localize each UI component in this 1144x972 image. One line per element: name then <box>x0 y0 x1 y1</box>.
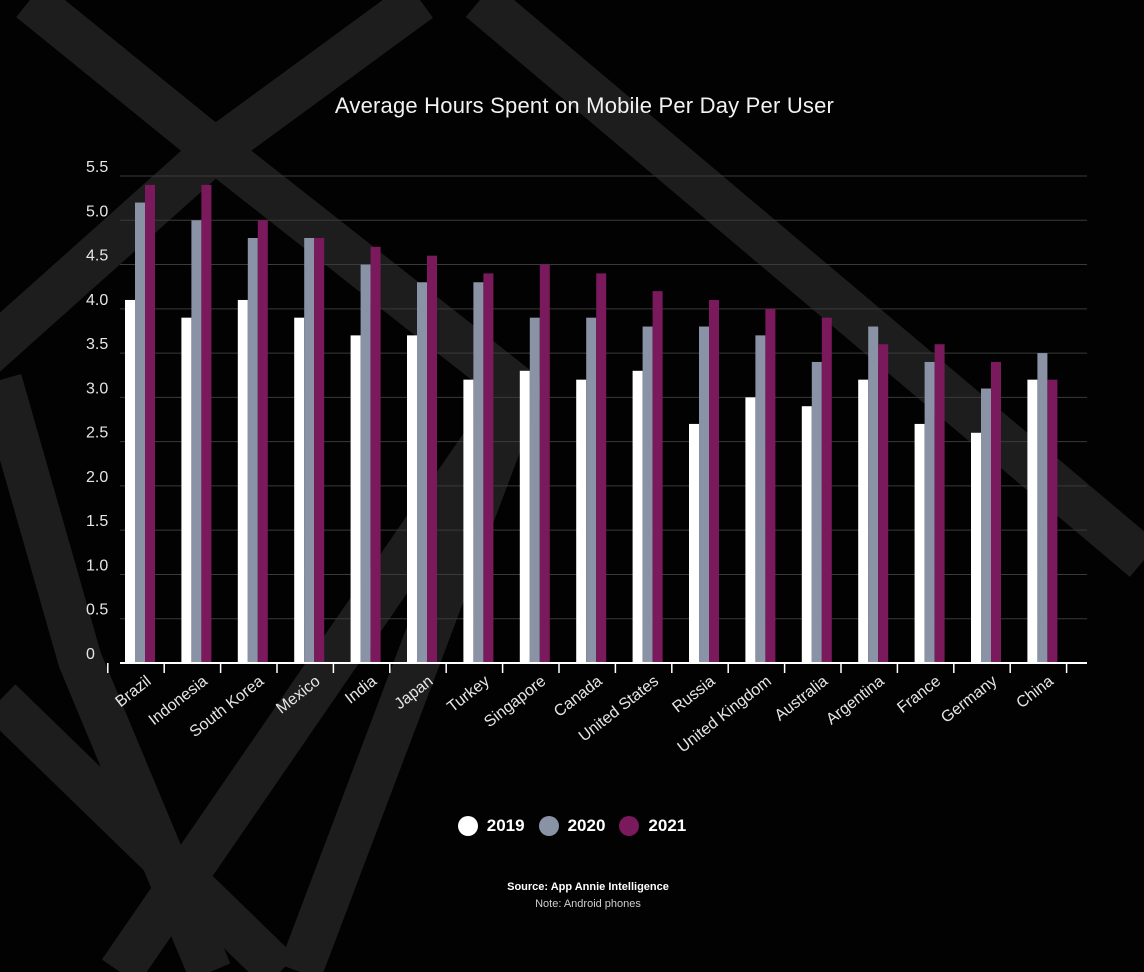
y-tick-label: 3.5 <box>86 336 108 353</box>
bar-2019-singapore <box>519 370 530 663</box>
x-tick-label: United Kingdom <box>675 673 775 756</box>
bar-2021-united-states <box>652 291 663 663</box>
x-axis <box>107 662 1087 673</box>
x-tick-label: India <box>342 673 380 708</box>
legend-swatch-2021 <box>619 816 640 836</box>
bar-2019-india <box>350 335 361 663</box>
y-tick-label: 3.0 <box>86 380 108 397</box>
bar-2020-singapore <box>529 317 540 663</box>
bar-2020-indonesia <box>191 220 202 664</box>
bar-2020-china <box>1037 353 1048 663</box>
x-tick-label: Canada <box>551 673 606 721</box>
bar-2021-japan <box>427 255 437 663</box>
bar-2019-japan <box>407 335 417 663</box>
bar-2021-south-korea <box>257 220 268 664</box>
bar-2021-russia <box>709 299 719 663</box>
x-tick-label: Singapore <box>481 673 549 731</box>
y-tick-label: 4.5 <box>86 248 108 265</box>
x-tick-label: China <box>1013 673 1056 712</box>
bar-2020-united-states <box>642 326 653 663</box>
bar-2020-turkey <box>473 282 484 663</box>
bar-2020-south-korea <box>247 237 258 663</box>
bar-2019-mexico <box>294 317 305 663</box>
source-text: Source: App Annie Intelligence <box>507 881 669 893</box>
bar-2021-canada <box>596 273 607 663</box>
bar-2020-brazil <box>135 202 145 663</box>
bar-2019-china <box>1027 379 1038 663</box>
legend-swatch-2020 <box>538 816 559 836</box>
bar-2020-argentina <box>868 326 879 663</box>
y-tick-label: 0.5 <box>86 602 108 619</box>
bar-2021-turkey <box>483 273 494 663</box>
y-tick-label: 4.0 <box>86 292 108 309</box>
bar-2021-mexico <box>314 237 325 663</box>
bar-2019-france <box>914 423 925 663</box>
bar-2019-indonesia <box>181 317 192 663</box>
y-tick-label: 2.5 <box>86 425 108 442</box>
bar-2020-india <box>360 264 371 663</box>
x-tick-label: Germany <box>938 673 1000 727</box>
legend-item-2019: 2019 <box>457 816 525 836</box>
bar-2019-russia <box>689 423 699 663</box>
y-tick-label: 1.5 <box>86 513 108 530</box>
bar-2020-canada <box>586 317 597 663</box>
bar-2020-france <box>924 361 935 663</box>
bar-2021-singapore <box>539 264 550 663</box>
bar-2019-argentina <box>858 379 869 663</box>
x-tick-label: Mexico <box>273 673 323 718</box>
bar-2019-south-korea <box>237 299 248 663</box>
bar-2021-australia <box>821 317 832 663</box>
bar-2021-france <box>934 344 945 663</box>
bar-2021-germany <box>991 361 1001 663</box>
y-tick-label: 5.0 <box>86 203 108 220</box>
y-tick-label: 5.5 <box>86 159 108 176</box>
bars <box>125 184 1058 664</box>
legend-swatch-2019 <box>457 816 478 836</box>
bar-2021-united-kingdom <box>765 308 776 663</box>
bar-2020-russia <box>699 326 709 663</box>
legend-label-2020: 2020 <box>567 816 606 835</box>
x-tick-label: Australia <box>772 673 832 725</box>
bar-2019-canada <box>576 379 587 663</box>
chart-title: Average Hours Spent on Mobile Per Day Pe… <box>334 93 835 118</box>
bar-2020-united-kingdom <box>755 335 766 663</box>
bar-2021-indonesia <box>201 184 212 663</box>
bar-2019-united-states <box>632 370 643 663</box>
legend-item-2020: 2020 <box>538 816 606 836</box>
bar-2020-japan <box>417 282 427 663</box>
x-tick-label: Japan <box>392 673 437 713</box>
y-tick-labels: 0 0.5 1.0 1.5 2.0 2.5 3.0 3.5 4.0 4.5 5.0 5.5 <box>86 159 108 663</box>
bar-2021-argentina <box>878 344 889 663</box>
bar-2019-australia <box>801 406 812 663</box>
y-tick-label: 1.0 <box>86 557 108 574</box>
bar-2021-india <box>370 246 381 663</box>
bar-2019-germany <box>971 432 981 663</box>
y-tick-label: 0 <box>86 646 95 663</box>
x-tick-label: Russia <box>669 673 718 717</box>
bar-2019-turkey <box>463 379 474 663</box>
bar-2020-mexico <box>304 237 315 663</box>
bar-2020-germany <box>981 388 991 663</box>
legend-label-2019: 2019 <box>486 816 525 835</box>
bar-2021-brazil <box>145 184 155 663</box>
legend-label-2021: 2021 <box>648 816 687 835</box>
note-text: Note: Android phones <box>535 898 641 910</box>
bar-2019-united-kingdom <box>745 397 756 663</box>
legend-item-2021: 2021 <box>619 816 686 836</box>
bar-2021-china <box>1047 379 1058 663</box>
x-tick-label: Turkey <box>444 673 493 716</box>
bar-2020-australia <box>811 361 822 663</box>
bar-2019-brazil <box>125 299 135 663</box>
x-tick-label: Argentina <box>823 673 888 729</box>
x-tick-label: France <box>894 673 944 717</box>
x-tick-label: Brazil <box>112 673 154 711</box>
y-tick-label: 2.0 <box>86 469 108 486</box>
legend: 2019 2020 2021 <box>0 816 1144 836</box>
